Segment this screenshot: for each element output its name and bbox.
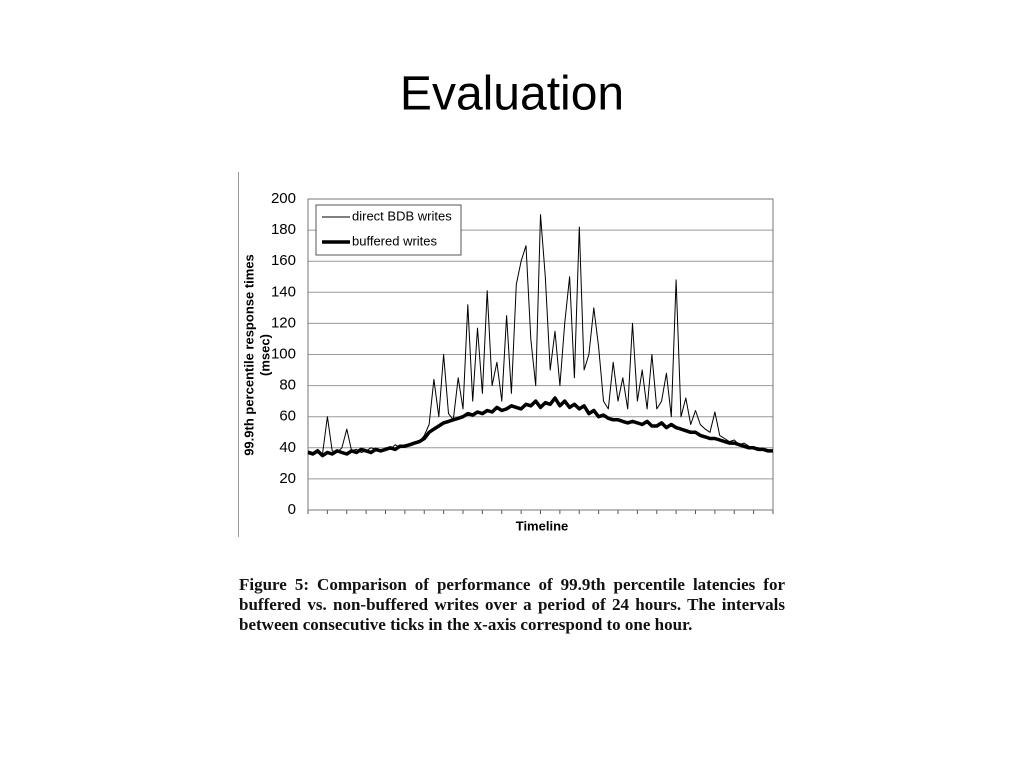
y-tick-label: 180 xyxy=(271,221,296,238)
y-tick-label: 0 xyxy=(288,501,296,518)
legend-label: buffered writes xyxy=(352,233,438,248)
y-tick-label: 40 xyxy=(279,439,296,456)
y-tick-label: 60 xyxy=(279,408,296,425)
plot-frame xyxy=(307,198,774,511)
series-line xyxy=(307,396,773,458)
legend-box xyxy=(315,204,462,256)
y-axis-label: (msec) xyxy=(257,334,272,376)
y-tick-label: 80 xyxy=(279,377,296,394)
y-tick-label: 20 xyxy=(279,470,296,487)
slide-title: Evaluation xyxy=(400,68,624,121)
legend-label: direct BDB writes xyxy=(352,208,452,223)
y-tick-label: 140 xyxy=(271,283,296,300)
y-tick-label: 160 xyxy=(271,252,296,269)
y-tick-label: 120 xyxy=(271,314,296,331)
x-axis-label: Timeline xyxy=(516,518,569,533)
y-tick-label: 100 xyxy=(271,345,296,362)
figure-caption: Figure 5: Comparison of performance of 9… xyxy=(239,575,785,634)
y-axis-label: 99.9th percentile response times xyxy=(241,254,256,456)
y-tick-label: 200 xyxy=(271,190,296,207)
